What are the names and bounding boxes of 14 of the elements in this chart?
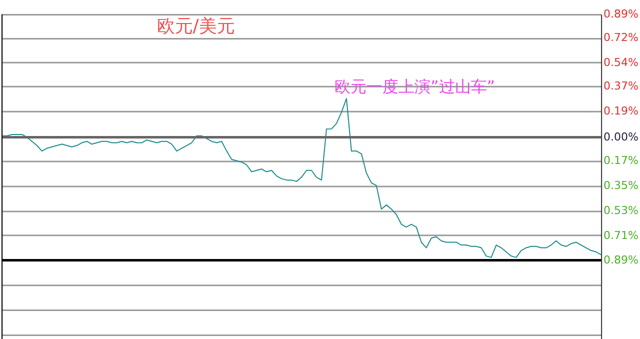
y-tick-label: 0.35%	[604, 179, 638, 192]
chart-title: 欧元/美元	[156, 16, 235, 38]
y-tick-label: 0.17%	[604, 154, 638, 168]
y-tick-label: 0.53%	[604, 204, 638, 217]
y-tick-label: 0.37%	[604, 80, 638, 93]
line-series	[1, 98, 602, 258]
y-tick-label: 0.19%	[604, 104, 638, 118]
y-tick-label: 0.54%	[604, 56, 638, 70]
y-tick-label: 0.71%	[604, 228, 638, 242]
y-tick-label: 0.89%	[604, 254, 638, 267]
y-tick-label: 0.72%	[604, 31, 638, 44]
y-tick-label: 0.89%	[604, 8, 638, 21]
y-tick-label: 0.00%	[604, 130, 638, 144]
annotation: 欧元一度上演”过山车”	[334, 77, 496, 96]
